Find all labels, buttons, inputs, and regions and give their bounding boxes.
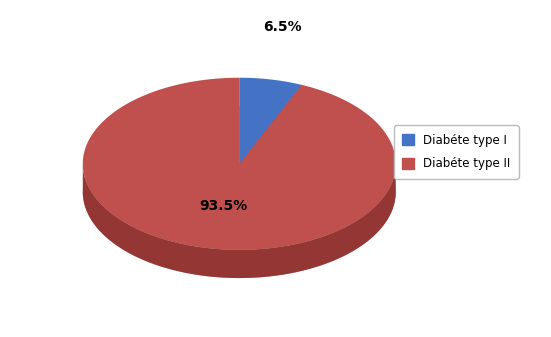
Text: 6.5%: 6.5% <box>263 20 301 34</box>
Legend: Diabéte type I, Diabéte type II: Diabéte type I, Diabéte type II <box>393 125 518 179</box>
Polygon shape <box>239 85 301 192</box>
Polygon shape <box>83 78 396 250</box>
Polygon shape <box>239 85 301 192</box>
Polygon shape <box>83 165 396 278</box>
Text: 93.5%: 93.5% <box>199 199 247 213</box>
Polygon shape <box>239 78 301 164</box>
Ellipse shape <box>83 106 396 278</box>
